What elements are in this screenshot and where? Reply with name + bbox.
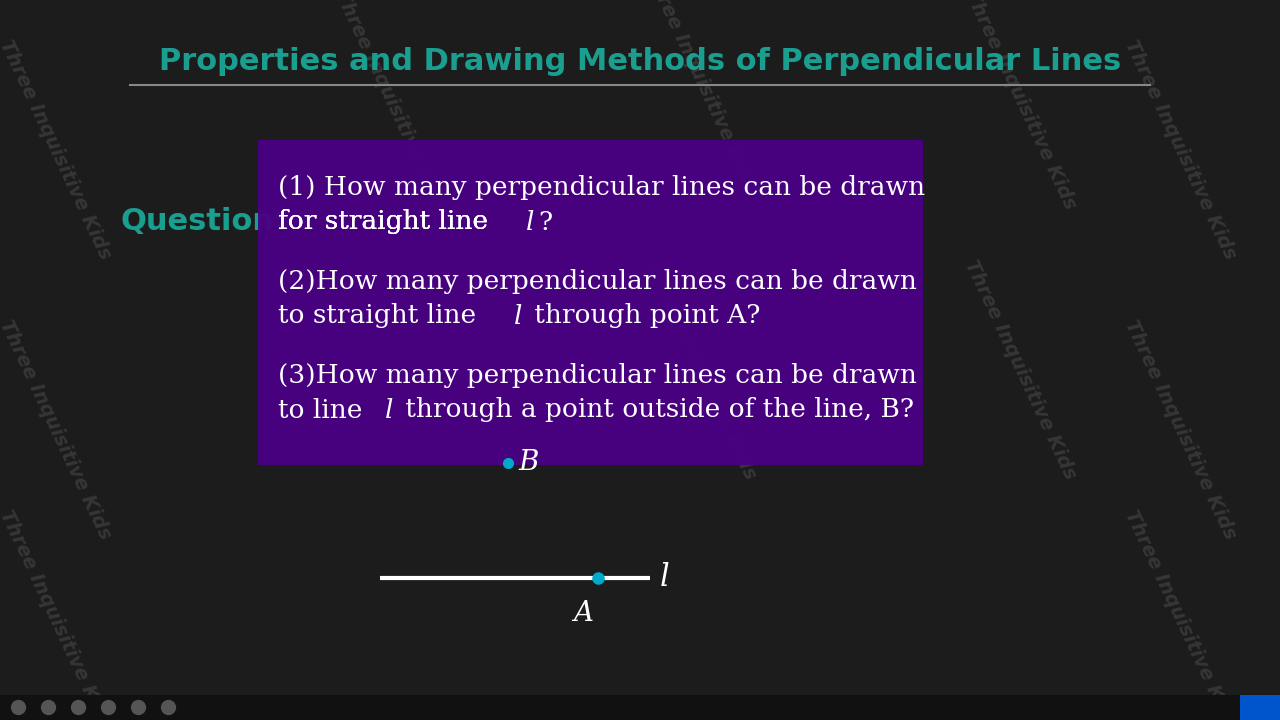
Text: Three Inquisitive Kids: Three Inquisitive Kids: [961, 257, 1079, 483]
Text: for straight line: for straight line: [278, 210, 497, 235]
Text: through point A?: through point A?: [526, 304, 760, 328]
Text: (1) How many perpendicular lines can be drawn: (1) How many perpendicular lines can be …: [278, 176, 925, 200]
Text: Three Inquisitive Kids: Three Inquisitive Kids: [1121, 507, 1239, 720]
Text: (2)How many perpendicular lines can be drawn: (2)How many perpendicular lines can be d…: [278, 269, 916, 294]
Text: Three Inquisitive Kids: Three Inquisitive Kids: [1121, 37, 1239, 263]
Text: Three Inquisitive Kids: Three Inquisitive Kids: [641, 257, 759, 483]
Text: l: l: [385, 397, 393, 423]
Text: Three Inquisitive Kids: Three Inquisitive Kids: [330, 0, 449, 213]
Text: B: B: [518, 449, 539, 477]
Text: ?: ?: [538, 210, 552, 235]
Text: to straight line: to straight line: [278, 304, 485, 328]
Text: through a point outside of the line, B?: through a point outside of the line, B?: [397, 397, 914, 423]
FancyBboxPatch shape: [0, 695, 1280, 720]
Text: l: l: [515, 304, 522, 328]
Text: Question:: Question:: [120, 207, 287, 236]
Text: Three Inquisitive Kids: Three Inquisitive Kids: [961, 0, 1079, 213]
FancyBboxPatch shape: [259, 140, 923, 465]
Text: Three Inquisitive Kids: Three Inquisitive Kids: [0, 318, 114, 543]
Text: Three Inquisitive Kids: Three Inquisitive Kids: [0, 507, 114, 720]
Text: Three Inquisitive Kids: Three Inquisitive Kids: [641, 0, 759, 193]
Text: l: l: [526, 210, 534, 235]
Text: A: A: [573, 600, 593, 627]
Text: l: l: [660, 562, 669, 593]
Text: for straight line: for straight line: [278, 210, 497, 235]
Text: (3)How many perpendicular lines can be drawn: (3)How many perpendicular lines can be d…: [278, 364, 916, 389]
Text: to line: to line: [278, 397, 371, 423]
Text: Three Inquisitive Kids: Three Inquisitive Kids: [0, 37, 114, 263]
Text: for straight line: for straight line: [278, 210, 497, 235]
FancyBboxPatch shape: [1240, 695, 1280, 720]
Text: Properties and Drawing Methods of Perpendicular Lines: Properties and Drawing Methods of Perpen…: [159, 48, 1121, 76]
Text: Three Inquisitive Kids: Three Inquisitive Kids: [1121, 318, 1239, 543]
